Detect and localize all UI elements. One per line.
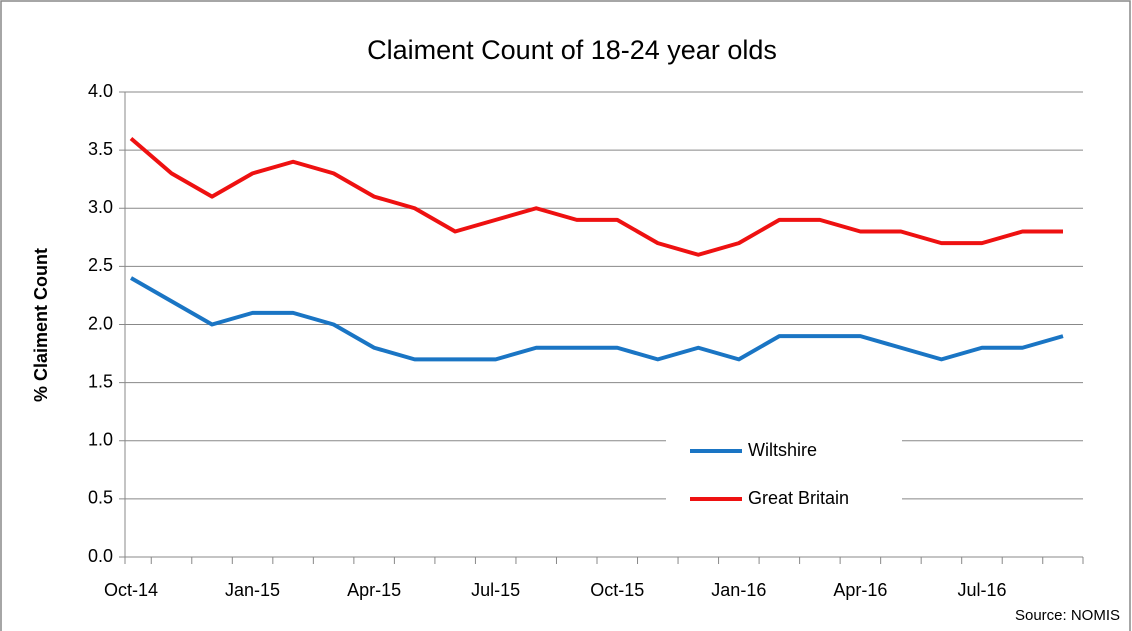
y-tick-label: 2.5: [88, 255, 113, 275]
y-tick-label: 3.0: [88, 197, 113, 217]
y-tick-label: 4.0: [88, 81, 113, 101]
y-tick-label: 2.0: [88, 313, 113, 333]
x-tick-label: Jan-15: [225, 580, 280, 600]
x-tick-label: Oct-15: [590, 580, 644, 600]
series-line: [130, 276, 1064, 362]
x-tick-label: Jan-16: [711, 580, 766, 600]
x-tick-label: Jul-15: [471, 580, 520, 600]
legend-box: [666, 425, 902, 521]
y-axis-label: % Claiment Count: [31, 248, 51, 402]
y-tick-label: 1.5: [88, 371, 113, 391]
series-line: [129, 136, 1063, 257]
y-tick-label: 3.5: [88, 139, 113, 159]
y-tick-label: 0.0: [88, 546, 113, 566]
y-tick-label: 0.5: [88, 488, 113, 508]
source-note: Source: NOMIS: [1015, 607, 1120, 624]
legend-label: Wiltshire: [748, 440, 817, 460]
x-tick-label: Oct-14: [104, 580, 158, 600]
y-tick-label: 1.0: [88, 430, 113, 450]
x-tick-label: Apr-16: [833, 580, 887, 600]
chart-title: Claiment Count of 18-24 year olds: [367, 35, 777, 65]
x-tick-label: Apr-15: [347, 580, 401, 600]
legend-label: Great Britain: [748, 488, 849, 508]
x-tick-label: Jul-16: [957, 580, 1006, 600]
